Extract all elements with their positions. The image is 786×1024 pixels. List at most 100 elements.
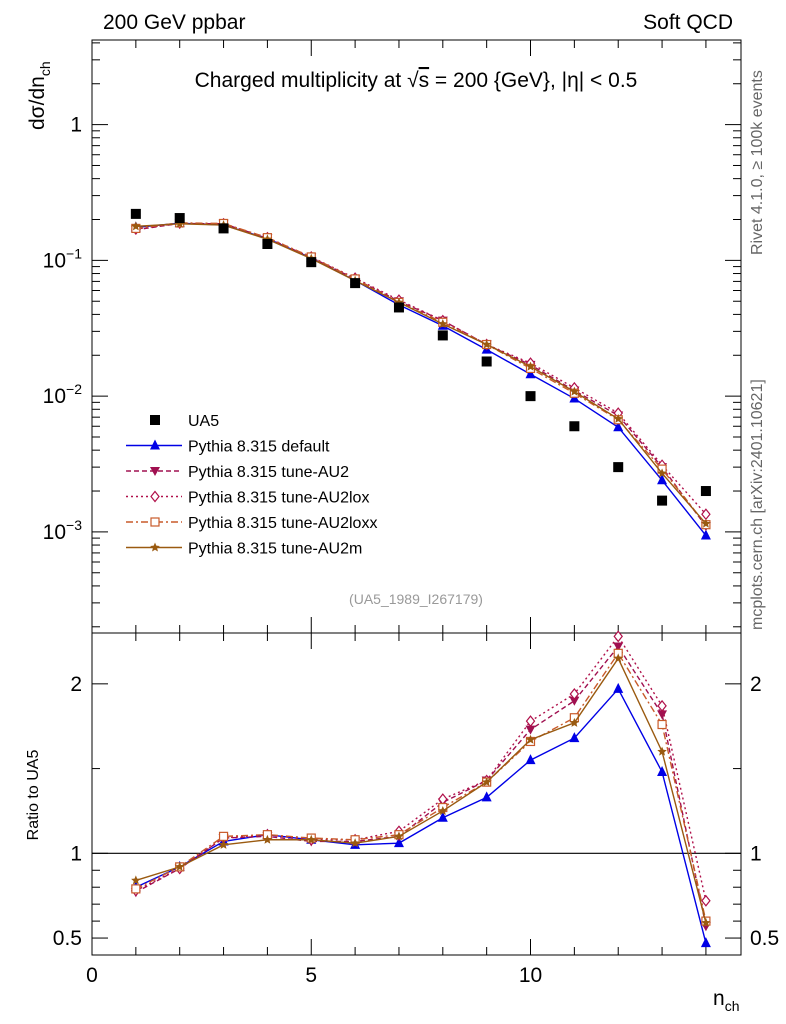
ratio-line-au2loxx bbox=[135, 652, 707, 922]
data-point-ua5 bbox=[700, 486, 711, 497]
ratio-point-default bbox=[481, 791, 492, 802]
ratio-point-au2m bbox=[438, 805, 448, 815]
ratio-point-au2m bbox=[262, 834, 273, 844]
ratio-line-au2lox bbox=[135, 635, 707, 901]
mcplots-label: mcplots.cern.ch [arXiv:2401.10621] bbox=[749, 379, 766, 630]
ratio-tick-label-right: 2 bbox=[750, 673, 762, 696]
y-tick-label: 10−2 bbox=[43, 381, 83, 408]
ratio-point-au2m bbox=[569, 717, 580, 727]
data-point-ua5 bbox=[393, 302, 404, 313]
ratio-point-au2 bbox=[613, 642, 624, 652]
ratio-axes: 0 5 10 0.5 0.5 1 1 2 2 bbox=[53, 633, 779, 987]
ratio-point-au2m bbox=[131, 875, 141, 885]
series-line-au2m bbox=[135, 223, 707, 525]
header-right-label: Soft QCD bbox=[643, 11, 733, 34]
reference-label: (UA5_1989_I267179) bbox=[349, 591, 483, 607]
series-point-au2m bbox=[701, 518, 711, 528]
legend-marker-au2lox bbox=[150, 490, 160, 503]
series-point-au2m bbox=[174, 218, 185, 228]
ratio-line-au2 bbox=[135, 645, 707, 927]
ratio-point-au2m bbox=[218, 839, 229, 849]
y-tick-label: 1 bbox=[70, 114, 82, 137]
y-axis-label: dσ/dnch bbox=[26, 61, 53, 130]
ratio-point-au2m bbox=[701, 917, 711, 927]
ratio-point-au2m bbox=[481, 777, 492, 787]
series-point-au2m bbox=[481, 339, 492, 349]
ratio-point-au2m bbox=[306, 834, 317, 844]
ratio-point-au2m bbox=[394, 831, 404, 841]
legend-label-au2m: Pythia 8.315 tune-AU2m bbox=[188, 541, 362, 558]
ratio-point-default bbox=[700, 937, 711, 948]
ratio-tick-label-right: 1 bbox=[750, 842, 762, 865]
data-point-ua5 bbox=[262, 239, 273, 250]
ratio-point-default bbox=[613, 682, 624, 693]
legend-marker-au2m bbox=[150, 542, 160, 552]
chart-title: Charged multiplicity at √s = 200 {GeV}, … bbox=[195, 69, 638, 92]
ratio-axis-label: Ratio to UA5 bbox=[25, 750, 42, 841]
rivet-version-label: Rivet 4.1.0, ≥ 100k events bbox=[749, 70, 766, 255]
ratio-point-default bbox=[437, 811, 448, 822]
legend-label-au2loxx: Pythia 8.315 tune-AU2loxx bbox=[188, 515, 377, 532]
ratio-point-au2loxx bbox=[131, 884, 141, 894]
ratio-point-au2lox bbox=[569, 688, 580, 700]
x-axis-label-sub: ch bbox=[725, 998, 740, 1014]
ratio-line-default bbox=[135, 687, 707, 944]
main-series-layer bbox=[130, 208, 711, 540]
legend-marker-ua5 bbox=[150, 415, 160, 425]
legend-label-ua5: UA5 bbox=[188, 413, 219, 430]
series-point-default bbox=[525, 368, 536, 379]
ratio-point-default bbox=[657, 765, 668, 776]
chart-title-s: s bbox=[419, 69, 430, 92]
data-point-ua5 bbox=[437, 330, 448, 341]
data-point-ua5 bbox=[613, 462, 624, 473]
ratio-point-au2lox bbox=[701, 894, 711, 907]
y-axis-label-sub: ch bbox=[37, 61, 53, 76]
series-point-au2m bbox=[569, 386, 580, 396]
x-axis-label-main: n bbox=[713, 987, 725, 1010]
data-point-ua5 bbox=[350, 278, 361, 289]
data-point-ua5 bbox=[481, 356, 492, 367]
data-point-ua5 bbox=[130, 208, 141, 219]
legend: UA5 Pythia 8.315 default Pythia 8.315 tune… bbox=[126, 413, 377, 558]
legend-marker-au2 bbox=[150, 467, 160, 476]
ratio-point-au2 bbox=[569, 696, 580, 706]
data-point-ua5 bbox=[569, 421, 580, 432]
ratio-point-au2m bbox=[657, 746, 667, 756]
series-point-default bbox=[700, 529, 711, 540]
data-point-ua5 bbox=[306, 257, 317, 268]
legend-label-au2lox: Pythia 8.315 tune-AU2lox bbox=[188, 490, 369, 507]
series-point-au2m bbox=[613, 413, 623, 423]
legend-label-au2: Pythia 8.315 tune-AU2 bbox=[188, 464, 349, 481]
x-tick-label: 0 bbox=[86, 964, 98, 987]
series-point-au2m bbox=[438, 318, 448, 329]
x-axis-label: nch bbox=[713, 987, 739, 1014]
data-point-ua5 bbox=[174, 213, 185, 224]
series-point-default bbox=[613, 421, 624, 432]
x-tick-label: 5 bbox=[305, 964, 317, 987]
ratio-point-au2lox bbox=[657, 699, 667, 712]
ratio-point-au2loxx bbox=[657, 719, 667, 730]
ratio-point-default bbox=[569, 732, 580, 743]
legend-label-default: Pythia 8.315 default bbox=[188, 439, 330, 456]
ratio-point-au2 bbox=[525, 725, 536, 735]
ratio-point-au2m bbox=[525, 734, 536, 744]
chart-title-sqrt: √ bbox=[407, 69, 419, 92]
ratio-point-au2loxx bbox=[218, 831, 229, 841]
ratio-point-au2m bbox=[613, 653, 623, 663]
ratio-tick-label-left: 0.5 bbox=[53, 927, 82, 950]
legend-marker-default bbox=[150, 439, 160, 450]
ratio-line-au2m bbox=[135, 657, 707, 923]
ratio-panel-frame bbox=[91, 632, 742, 956]
data-point-ua5 bbox=[657, 495, 668, 506]
x-tick-label: 10 bbox=[519, 964, 542, 987]
ratio-tick-label-left: 2 bbox=[70, 673, 82, 696]
y-axis-label-main: dσ/dn bbox=[26, 76, 49, 130]
y-tick-label: 10−1 bbox=[43, 245, 83, 272]
header-left-label: 200 GeV ppbar bbox=[103, 11, 245, 34]
ratio-point-au2lox bbox=[613, 630, 623, 643]
chart-title-pre: Charged multiplicity at bbox=[195, 69, 407, 92]
ratio-point-au2 bbox=[657, 710, 668, 720]
ratio-point-au2lox bbox=[525, 715, 536, 728]
ratio-tick-label-right: 0.5 bbox=[750, 927, 779, 950]
